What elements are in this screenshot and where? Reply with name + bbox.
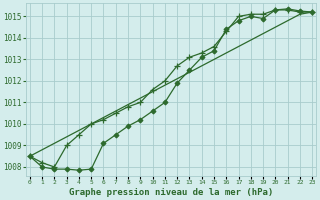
X-axis label: Graphe pression niveau de la mer (hPa): Graphe pression niveau de la mer (hPa): [69, 188, 273, 197]
